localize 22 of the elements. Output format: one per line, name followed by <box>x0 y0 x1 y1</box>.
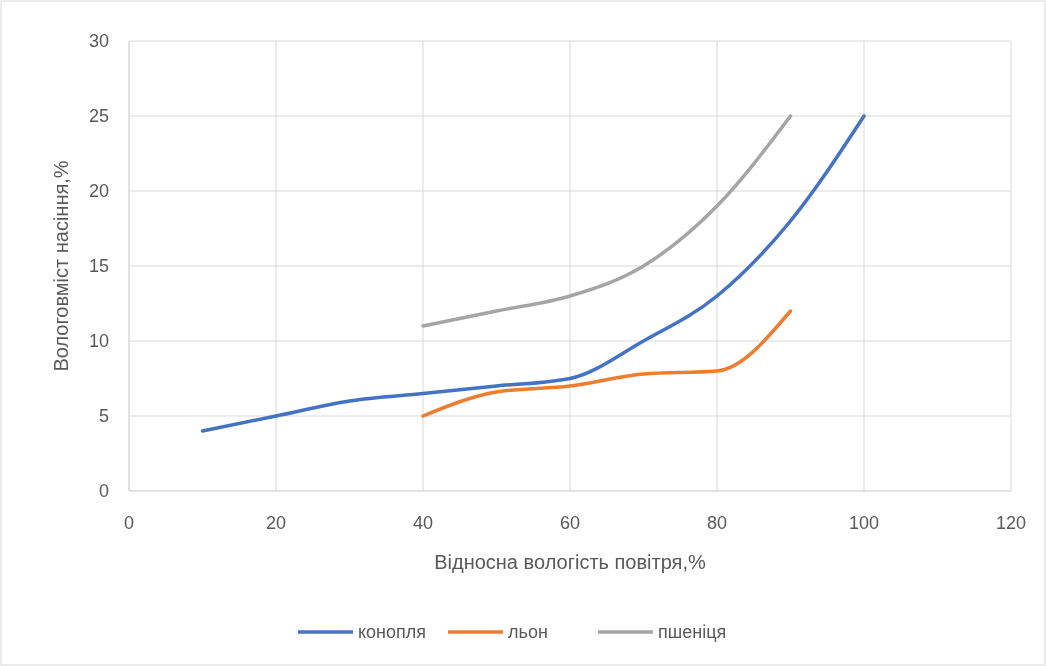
x-tick-label: 20 <box>265 513 287 533</box>
y-tick-label: 20 <box>88 181 109 201</box>
y-tick-label: 5 <box>98 406 109 426</box>
x-tick-label: 100 <box>848 513 880 533</box>
line-series <box>421 309 793 418</box>
x-axis-title: Відносна вологість повітря,% <box>434 551 706 573</box>
y-tick-label: 10 <box>88 331 109 351</box>
y-tick-label: 30 <box>88 31 109 51</box>
line-series <box>200 114 866 433</box>
y-tick-label: 15 <box>88 256 109 276</box>
x-tick-label: 0 <box>123 513 135 533</box>
line-series <box>421 114 793 328</box>
y-tick-label: 0 <box>98 481 109 501</box>
y-axis-title: Вологовміст насіння,% <box>50 160 72 372</box>
x-tick-label: 80 <box>706 513 728 533</box>
legend-label: пшеніця <box>658 622 727 642</box>
legend-label: льон <box>508 622 548 642</box>
y-tick-label: 25 <box>88 106 109 126</box>
x-tick-label: 60 <box>559 513 581 533</box>
legend-label: конопля <box>358 622 427 642</box>
x-tick-label: 40 <box>412 513 434 533</box>
x-tick-label: 120 <box>995 513 1027 533</box>
